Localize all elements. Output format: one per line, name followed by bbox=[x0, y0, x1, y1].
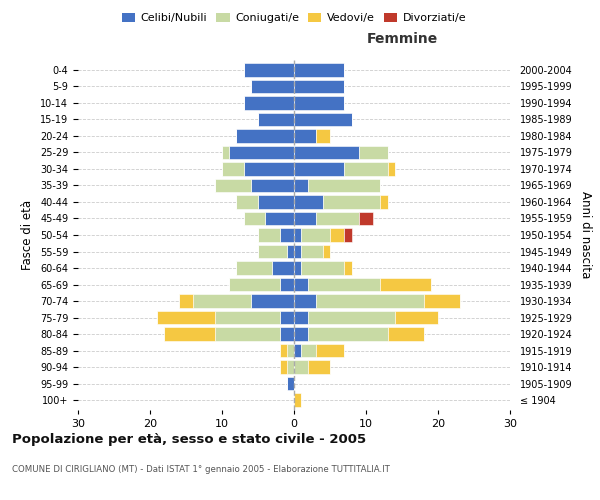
Bar bbox=[294, 146, 359, 159]
Bar bbox=[294, 360, 308, 374]
Bar bbox=[215, 311, 280, 324]
Bar bbox=[330, 228, 344, 242]
Bar bbox=[164, 328, 215, 341]
Bar bbox=[344, 228, 352, 242]
Bar bbox=[294, 80, 344, 93]
Bar bbox=[272, 261, 294, 275]
Bar bbox=[280, 278, 294, 291]
Bar bbox=[294, 394, 301, 407]
Bar bbox=[258, 244, 287, 258]
Bar bbox=[359, 212, 373, 226]
Bar bbox=[308, 328, 388, 341]
Bar bbox=[294, 311, 308, 324]
Bar bbox=[193, 294, 251, 308]
Bar bbox=[294, 261, 301, 275]
Bar bbox=[308, 278, 380, 291]
Bar bbox=[236, 129, 294, 142]
Bar bbox=[287, 344, 294, 358]
Bar bbox=[229, 146, 294, 159]
Bar bbox=[388, 162, 395, 175]
Bar bbox=[280, 328, 294, 341]
Bar bbox=[287, 360, 294, 374]
Bar bbox=[294, 328, 308, 341]
Bar bbox=[280, 228, 294, 242]
Bar bbox=[294, 244, 301, 258]
Bar bbox=[244, 212, 265, 226]
Bar bbox=[301, 228, 330, 242]
Bar bbox=[179, 294, 193, 308]
Bar bbox=[244, 96, 294, 110]
Bar bbox=[323, 244, 330, 258]
Text: Popolazione per età, sesso e stato civile - 2005: Popolazione per età, sesso e stato civil… bbox=[12, 432, 366, 446]
Bar bbox=[301, 244, 323, 258]
Bar bbox=[316, 294, 424, 308]
Bar bbox=[280, 311, 294, 324]
Y-axis label: Anni di nascita: Anni di nascita bbox=[579, 192, 592, 278]
Bar bbox=[301, 261, 344, 275]
Bar bbox=[344, 261, 352, 275]
Bar bbox=[308, 178, 380, 192]
Bar bbox=[294, 195, 323, 209]
Text: COMUNE DI CIRIGLIANO (MT) - Dati ISTAT 1° gennaio 2005 - Elaborazione TUTTITALIA: COMUNE DI CIRIGLIANO (MT) - Dati ISTAT 1… bbox=[12, 466, 390, 474]
Bar bbox=[344, 162, 388, 175]
Bar bbox=[380, 195, 388, 209]
Bar bbox=[308, 360, 330, 374]
Bar bbox=[265, 212, 294, 226]
Bar bbox=[424, 294, 460, 308]
Bar bbox=[287, 244, 294, 258]
Bar bbox=[258, 228, 280, 242]
Bar bbox=[251, 80, 294, 93]
Bar bbox=[294, 212, 316, 226]
Bar bbox=[229, 278, 280, 291]
Bar bbox=[215, 178, 251, 192]
Legend: Celibi/Nubili, Coniugati/e, Vedovi/e, Divorziati/e: Celibi/Nubili, Coniugati/e, Vedovi/e, Di… bbox=[118, 8, 470, 28]
Bar bbox=[395, 311, 438, 324]
Y-axis label: Fasce di età: Fasce di età bbox=[22, 200, 34, 270]
Bar bbox=[294, 129, 316, 142]
Bar bbox=[294, 228, 301, 242]
Bar bbox=[323, 195, 380, 209]
Bar bbox=[316, 344, 344, 358]
Bar bbox=[294, 178, 308, 192]
Bar bbox=[294, 63, 344, 76]
Bar bbox=[258, 112, 294, 126]
Bar bbox=[294, 344, 301, 358]
Bar bbox=[359, 146, 388, 159]
Bar bbox=[244, 63, 294, 76]
Bar bbox=[258, 195, 294, 209]
Bar bbox=[308, 311, 395, 324]
Bar bbox=[301, 344, 316, 358]
Bar bbox=[251, 178, 294, 192]
Bar bbox=[294, 278, 308, 291]
Bar bbox=[388, 328, 424, 341]
Bar bbox=[316, 212, 359, 226]
Bar bbox=[157, 311, 215, 324]
Bar bbox=[280, 344, 287, 358]
Bar bbox=[380, 278, 431, 291]
Bar bbox=[294, 112, 352, 126]
Bar bbox=[236, 195, 258, 209]
Bar bbox=[287, 377, 294, 390]
Bar bbox=[316, 129, 330, 142]
Bar bbox=[222, 146, 229, 159]
Bar bbox=[294, 162, 344, 175]
Bar bbox=[280, 360, 287, 374]
Bar bbox=[244, 162, 294, 175]
Bar bbox=[222, 162, 244, 175]
Bar bbox=[215, 328, 280, 341]
Bar bbox=[236, 261, 272, 275]
Bar bbox=[294, 294, 316, 308]
Bar bbox=[251, 294, 294, 308]
Text: Femmine: Femmine bbox=[367, 32, 437, 46]
Bar bbox=[294, 96, 344, 110]
